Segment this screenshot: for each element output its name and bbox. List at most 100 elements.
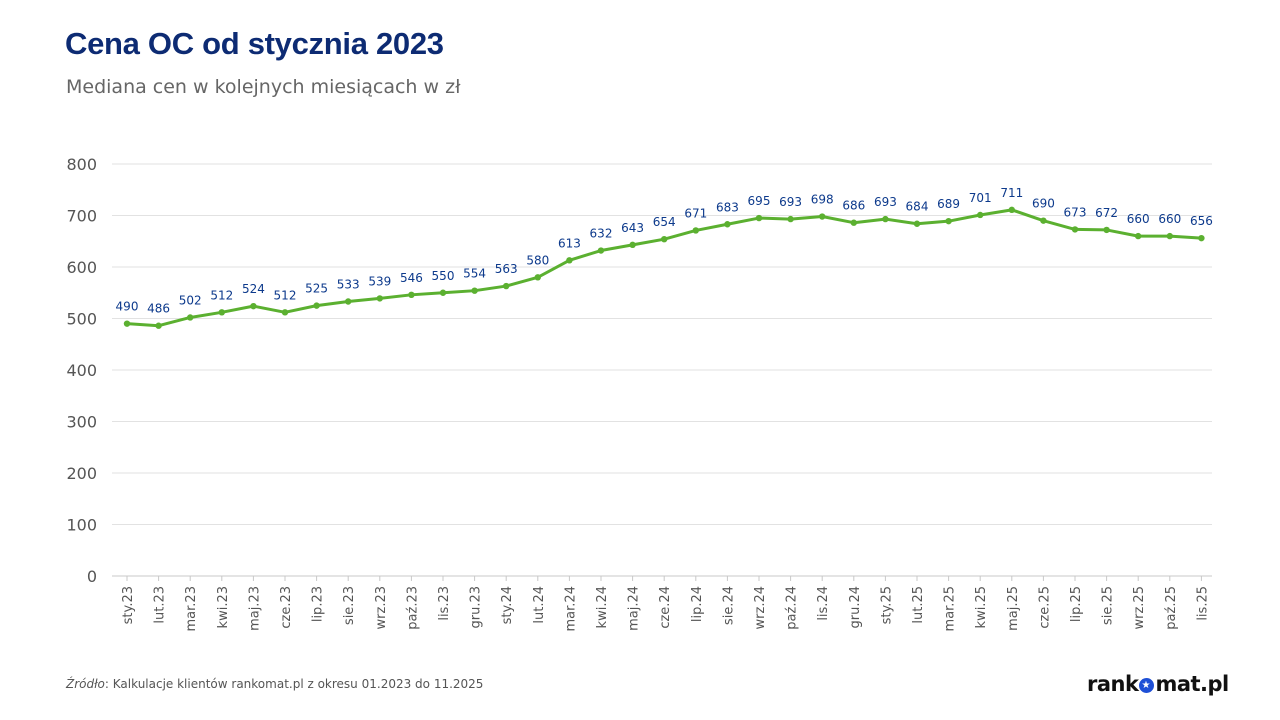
x-tick-label: mar.23 [184, 586, 199, 631]
data-label: 580 [526, 253, 549, 267]
data-point [187, 314, 194, 321]
y-tick-label: 300 [66, 413, 97, 432]
chart-subtitle: Mediana cen w kolejnych miesiącach w zł [66, 76, 461, 98]
y-tick-label: 400 [66, 361, 97, 380]
x-tick-label: maj.25 [1006, 586, 1021, 631]
x-tick-label: lut.24 [532, 586, 547, 624]
x-tick-label: lis.25 [1195, 586, 1210, 621]
data-point [123, 320, 131, 327]
data-point [787, 215, 794, 223]
source-text: : Kalkulacje klientów rankomat.pl z okre… [104, 677, 484, 691]
source-label: Źródło [66, 677, 105, 691]
y-tick-label: 500 [66, 310, 97, 329]
x-tick-label: gru.24 [848, 586, 863, 629]
y-tick-label: 700 [66, 207, 97, 226]
x-tick-label: lip.23 [311, 586, 326, 622]
x-tick-label: lip.24 [690, 586, 705, 622]
x-tick-label: wrz.25 [1132, 586, 1147, 629]
data-label: 690 [1032, 197, 1055, 211]
data-point [1198, 234, 1205, 242]
data-label: 671 [684, 206, 707, 220]
data-label: 693 [779, 195, 802, 209]
x-tick-label: sie.24 [721, 586, 736, 625]
data-label: 502 [179, 293, 202, 307]
x-tick-label: lis.24 [816, 586, 831, 621]
data-point [755, 214, 763, 222]
data-label: 689 [937, 197, 960, 211]
x-tick-label: sie.25 [1101, 586, 1116, 625]
x-tick-label: maj.24 [627, 586, 642, 631]
data-label: 550 [432, 269, 455, 283]
y-tick-label: 600 [66, 258, 97, 277]
data-point [155, 322, 162, 329]
data-point [1166, 232, 1174, 240]
x-tick-label: wrz.24 [753, 586, 768, 629]
data-label: 711 [1000, 186, 1023, 200]
logo-text-right: mat.pl [1155, 672, 1229, 696]
x-tick-label: sie.23 [342, 586, 357, 625]
data-point [1071, 226, 1079, 233]
x-tick-label: kwi.24 [595, 586, 610, 628]
data-label: 656 [1190, 214, 1213, 228]
data-point [408, 291, 415, 299]
logo-text-left: rank [1087, 672, 1139, 696]
data-label: 563 [495, 262, 518, 276]
data-label: 632 [590, 227, 613, 241]
x-tick-label: gru.23 [469, 586, 484, 629]
data-point [913, 220, 921, 227]
data-point [376, 295, 383, 302]
data-label: 684 [906, 200, 929, 214]
source-note: Źródło: Kalkulacje klientów rankomat.pl … [66, 677, 483, 691]
data-point [439, 289, 447, 296]
data-point [1040, 217, 1047, 224]
x-tick-label: lis.23 [437, 586, 452, 621]
data-point [534, 274, 541, 281]
x-tick-label: cze.24 [658, 586, 673, 629]
y-tick-label: 100 [66, 516, 97, 535]
data-point [1135, 232, 1142, 240]
x-tick-label: lut.23 [153, 586, 168, 624]
x-tick-label: kwi.23 [216, 586, 231, 628]
data-label: 539 [368, 274, 391, 288]
data-point [945, 217, 952, 225]
x-tick-label: cze.25 [1037, 586, 1052, 629]
x-tick-label: paź.23 [405, 586, 420, 630]
x-tick-label: paź.24 [785, 586, 800, 630]
data-label: 546 [400, 271, 423, 285]
x-tick-label: kwi.25 [974, 586, 989, 628]
data-point [281, 309, 289, 316]
y-tick-label: 0 [87, 567, 97, 586]
data-label: 512 [210, 288, 233, 302]
data-label: 660 [1158, 212, 1181, 226]
data-label: 695 [748, 194, 771, 208]
data-point [724, 221, 731, 228]
data-point [313, 302, 320, 309]
x-tick-label: lut.25 [911, 586, 926, 624]
data-label: 660 [1127, 212, 1150, 226]
data-label: 512 [274, 288, 297, 302]
data-point [345, 298, 352, 305]
data-label: 654 [653, 215, 676, 229]
x-tick-label: maj.23 [247, 586, 262, 631]
data-label: 524 [242, 282, 265, 296]
data-label: 672 [1095, 206, 1118, 220]
star-icon [1139, 677, 1155, 693]
data-point [1103, 226, 1110, 234]
x-tick-label: mar.25 [943, 586, 958, 631]
data-label: 686 [842, 199, 865, 213]
x-tick-label: wrz.23 [374, 586, 389, 629]
x-tick-label: lip.25 [1069, 586, 1084, 622]
data-label: 701 [969, 191, 992, 205]
data-label: 683 [716, 200, 739, 214]
data-point [661, 235, 668, 243]
data-point [819, 213, 826, 220]
data-point [629, 241, 636, 249]
rankomat-logo[interactable]: rank mat.pl [1087, 672, 1229, 696]
data-point [566, 257, 573, 264]
data-point [977, 211, 984, 219]
data-label: 643 [621, 221, 644, 235]
data-label: 486 [147, 302, 170, 316]
data-label: 613 [558, 236, 581, 250]
data-point [503, 282, 510, 290]
